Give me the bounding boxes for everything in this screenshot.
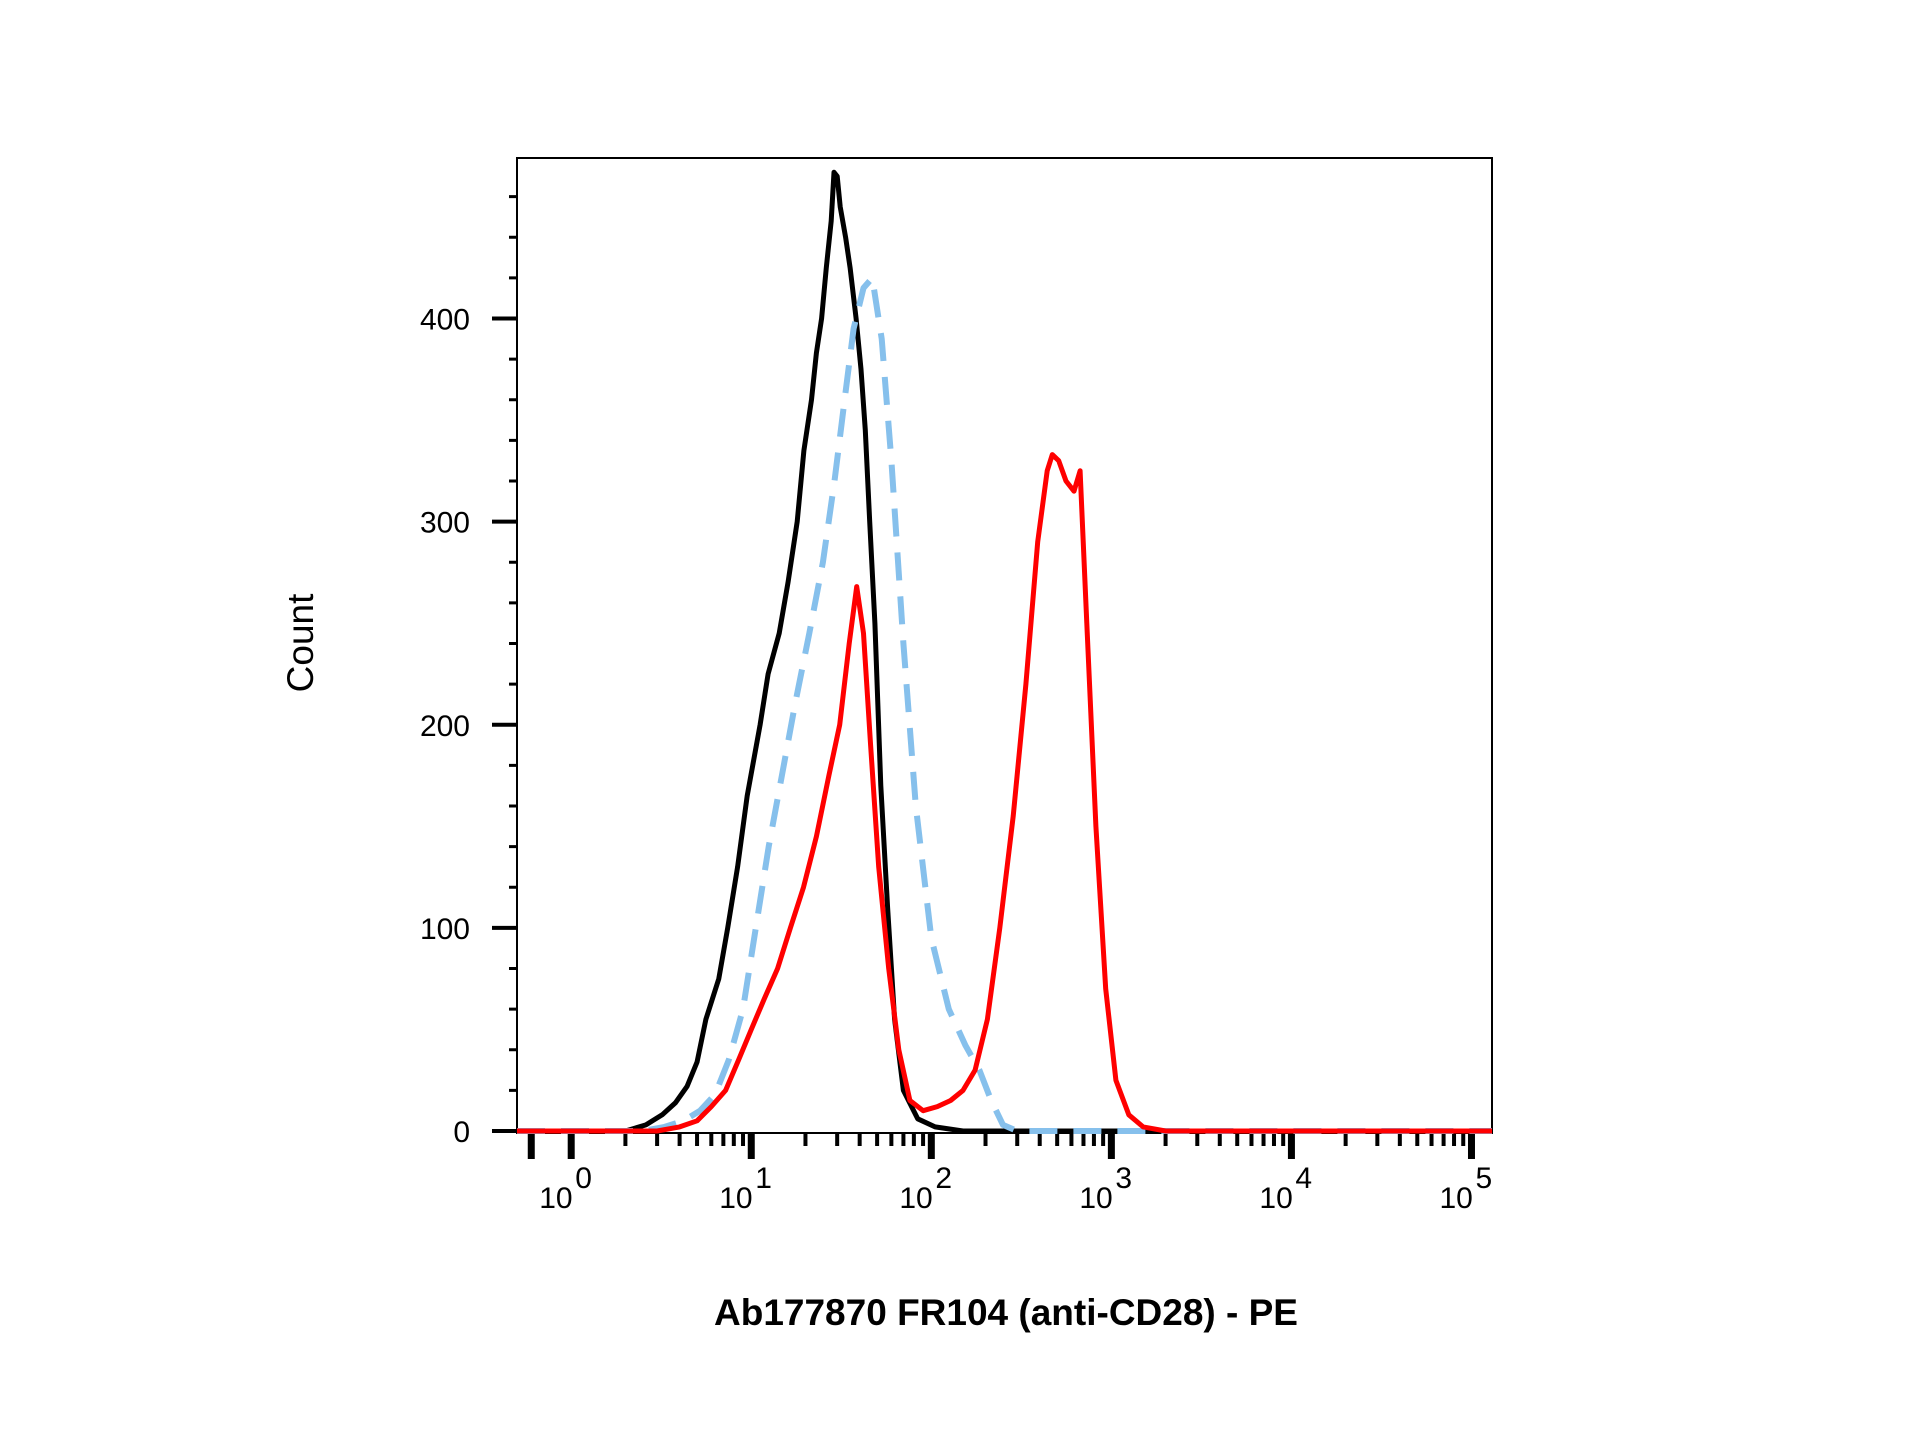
y-axis: 0 100 200 300 400 [420, 195, 517, 1149]
x-tick-label-base: 10 [899, 1182, 932, 1215]
y-tick-label: 200 [420, 710, 470, 743]
x-tick-label-base: 10 [719, 1182, 752, 1215]
x-tick-label-base: 10 [1439, 1182, 1472, 1215]
y-tick-label: 100 [420, 913, 470, 946]
y-tick-label: 400 [420, 304, 470, 337]
x-tick-label-exponent: 1 [755, 1162, 772, 1195]
x-tick-label-exponent: 0 [575, 1162, 592, 1195]
y-tick-label: 0 [453, 1116, 470, 1149]
x-tick-label-base: 10 [539, 1182, 572, 1215]
y-axis-title: Count [280, 593, 321, 692]
series-lines [517, 169, 1492, 1134]
plot-frame [516, 157, 1493, 1134]
x-tick-label-base: 10 [1259, 1182, 1292, 1215]
x-tick-label-base: 10 [1079, 1182, 1112, 1215]
y-tick-label: 300 [420, 507, 470, 540]
x-tick-label-exponent: 5 [1475, 1162, 1492, 1195]
series-line-3 [517, 452, 1492, 1134]
x-tick-label-exponent: 4 [1295, 1162, 1312, 1195]
x-tick-label-exponent: 3 [1115, 1162, 1132, 1195]
x-axis-title: Ab177870 FR104 (anti-CD28) - PE [714, 1292, 1298, 1333]
x-tick-label-exponent: 2 [935, 1162, 952, 1195]
